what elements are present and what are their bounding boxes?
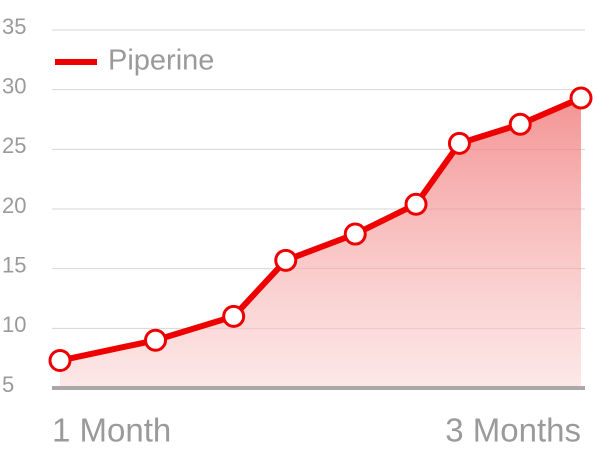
y-tick-label: 5 bbox=[2, 372, 14, 397]
y-tick-label: 20 bbox=[2, 193, 26, 218]
point bbox=[508, 112, 532, 136]
y-tick-label: 25 bbox=[2, 133, 26, 158]
point bbox=[222, 304, 246, 328]
legend-label: Piperine bbox=[108, 45, 214, 77]
point bbox=[274, 248, 298, 272]
point bbox=[447, 131, 471, 155]
y-tick-label: 35 bbox=[2, 14, 26, 39]
point bbox=[404, 192, 428, 216]
point bbox=[343, 222, 367, 246]
y-tick-label: 30 bbox=[2, 73, 26, 98]
point bbox=[569, 86, 593, 110]
area bbox=[60, 98, 581, 389]
y-tick-label: 10 bbox=[2, 312, 26, 337]
y-tick-label: 15 bbox=[2, 252, 26, 277]
point bbox=[144, 328, 168, 352]
point bbox=[48, 349, 72, 373]
x-tick-label: 1 Month bbox=[52, 412, 171, 449]
x-tick-label: 3 Months bbox=[445, 412, 581, 449]
